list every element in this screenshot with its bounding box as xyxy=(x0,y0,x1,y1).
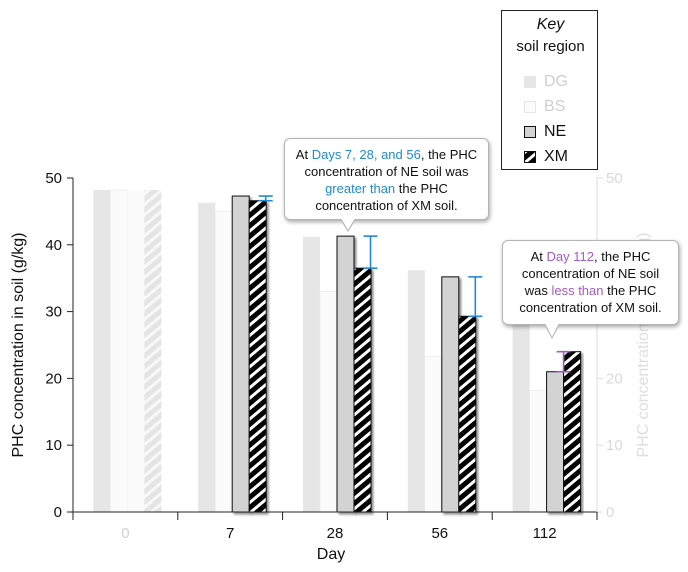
y-tick-label: 10 xyxy=(45,437,62,454)
x-axis-title: Day xyxy=(317,546,345,563)
callout-text-part: , the PHC concentration of NE soil was xyxy=(304,147,478,179)
bar-bs-day-28 xyxy=(319,291,338,513)
bar-xm-day-112 xyxy=(563,351,582,513)
bar-xm-day-28 xyxy=(353,267,372,513)
y-tick-label: 50 xyxy=(45,170,62,187)
y-tick-label: 0 xyxy=(54,504,62,521)
difference-markers xyxy=(258,195,571,373)
callout-tail-fill xyxy=(341,218,355,230)
bar-dg-day-7 xyxy=(198,202,216,512)
y-tick-label: 20 xyxy=(45,370,62,387)
callout-text-part: Days 7, 28, and 56 xyxy=(311,147,421,162)
x-tick-label: 7 xyxy=(226,525,234,542)
x-tick-label: 0 xyxy=(121,525,129,542)
x-tick-label: 112 xyxy=(533,525,557,542)
y-axis-title: PHC concentration in soil (g/kg) xyxy=(10,233,27,458)
bar-bs-day-0 xyxy=(110,189,128,513)
bar-ne-day-112 xyxy=(546,371,565,513)
callout-text-part: , the PHC concentration of NE soil was xyxy=(521,249,660,298)
legend: Key soil region DG BS NE XM xyxy=(501,10,598,170)
bars-layer xyxy=(93,189,582,513)
bar-dg-day-0 xyxy=(93,190,111,513)
y-tick-label-right: 0 xyxy=(606,504,614,521)
bar-ne-day-7 xyxy=(231,195,250,513)
bar-dg-day-112 xyxy=(512,320,530,512)
legend-swatch-ne xyxy=(524,126,536,138)
callout-text: At Days 7, 28, and 56, the PHC concentra… xyxy=(291,146,482,214)
bar-xm-day-7 xyxy=(248,200,267,513)
legend-label-xm: XM xyxy=(544,148,568,165)
bar-ne-day-56 xyxy=(441,276,460,513)
callout-tail-fill xyxy=(545,323,559,337)
bar-bs-day-56 xyxy=(424,355,443,513)
bar-dg-day-56 xyxy=(407,270,425,512)
callout-text-part: the PHC concentration of XM soil. xyxy=(315,181,458,213)
y-tick-label-right: 20 xyxy=(606,370,623,387)
callout-text-part: At xyxy=(295,147,312,162)
callout-days-7-28-56: At Days 7, 28, and 56, the PHC concentra… xyxy=(284,138,489,220)
callout-text-part: Day 112 xyxy=(546,249,594,264)
callout-text-part: the PHC concentration of XM soil. xyxy=(519,283,662,315)
y-tick-label-right: 10 xyxy=(606,437,623,454)
bar-dg-day-28 xyxy=(303,236,320,512)
bar-xm-day-56 xyxy=(458,315,477,513)
y-tick-label: 30 xyxy=(45,304,62,321)
legend-swatch-dg xyxy=(524,76,536,88)
bar-bs-day-112 xyxy=(529,390,547,513)
legend-swatch-xm xyxy=(524,151,536,163)
bar-xm-day-0 xyxy=(144,190,162,513)
callout-text: At Day 112, the PHC concentration of NE … xyxy=(509,248,672,316)
callout-day-112: At Day 112, the PHC concentration of NE … xyxy=(502,240,679,325)
x-tick-label: 28 xyxy=(327,525,344,542)
x-tick-label: 56 xyxy=(431,525,448,542)
legend-label-ne: NE xyxy=(544,123,567,140)
bar-bs-day-7 xyxy=(214,210,233,513)
y-tick-label: 40 xyxy=(45,237,62,254)
callout-text-part: At xyxy=(530,249,547,264)
bar-ne-day-28 xyxy=(336,235,355,513)
legend-label-bs: BS xyxy=(544,98,566,115)
callout-text-part: greater than xyxy=(325,181,396,196)
legend-subtitle: soil region xyxy=(516,38,585,55)
bar-ne-day-0 xyxy=(127,190,145,513)
legend-title: Key xyxy=(536,16,565,33)
legend-label-dg: DG xyxy=(544,73,568,90)
y-tick-label-right: 50 xyxy=(606,170,623,187)
callout-text-part: less than xyxy=(551,283,604,298)
legend-swatch-bs xyxy=(524,101,536,113)
